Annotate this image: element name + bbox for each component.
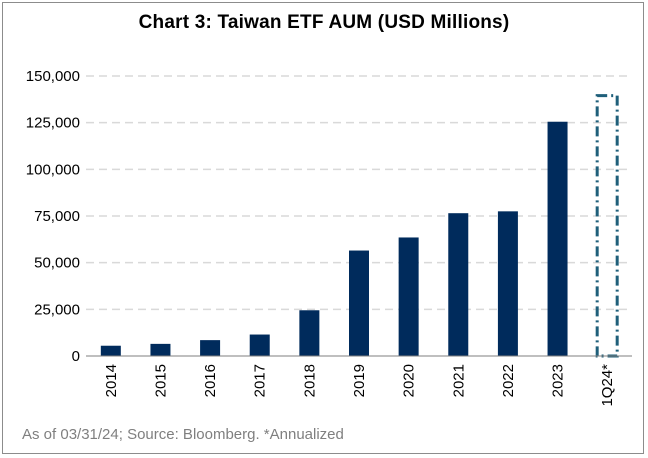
chart-footnote: As of 03/31/24; Source: Bloomberg. *Annu… bbox=[22, 426, 344, 443]
bar-2014 bbox=[100, 345, 121, 356]
y-tick-label: 50,000 bbox=[34, 255, 80, 272]
bar-2020 bbox=[398, 237, 419, 356]
x-tick-label: 2023 bbox=[550, 364, 567, 397]
x-tick-label: 2016 bbox=[202, 364, 219, 397]
bar-2023 bbox=[547, 121, 568, 356]
bar-2015 bbox=[150, 343, 171, 356]
chart-frame bbox=[2, 2, 644, 454]
x-tick-label: 1Q24* bbox=[599, 364, 616, 407]
y-tick-label: 100,000 bbox=[26, 161, 80, 178]
annualized-bar-1Q24* bbox=[595, 94, 619, 358]
x-tick-label: 2021 bbox=[450, 364, 467, 397]
x-tick-label: 2014 bbox=[103, 364, 120, 397]
x-tick-label: 2015 bbox=[152, 364, 169, 397]
x-tick-label: 2022 bbox=[500, 364, 517, 397]
bar-2017 bbox=[249, 334, 270, 356]
bar-2022 bbox=[497, 211, 518, 356]
y-tick-label: 75,000 bbox=[34, 208, 80, 225]
y-tick-label: 25,000 bbox=[34, 301, 80, 318]
y-tick-label: 150,000 bbox=[26, 68, 80, 85]
y-tick-label: 125,000 bbox=[26, 115, 80, 132]
y-tick-label: 0 bbox=[72, 348, 80, 365]
bar-2021 bbox=[448, 213, 469, 356]
x-tick-label: 2018 bbox=[301, 364, 318, 397]
x-tick-label: 2020 bbox=[401, 364, 418, 397]
bar-2019 bbox=[349, 250, 369, 356]
x-tick-label: 2019 bbox=[351, 364, 368, 397]
bar-2016 bbox=[200, 340, 221, 356]
bar-2018 bbox=[299, 310, 320, 356]
chart-title: Chart 3: Taiwan ETF AUM (USD Millions) bbox=[138, 12, 510, 33]
x-tick-label: 2017 bbox=[252, 364, 269, 397]
